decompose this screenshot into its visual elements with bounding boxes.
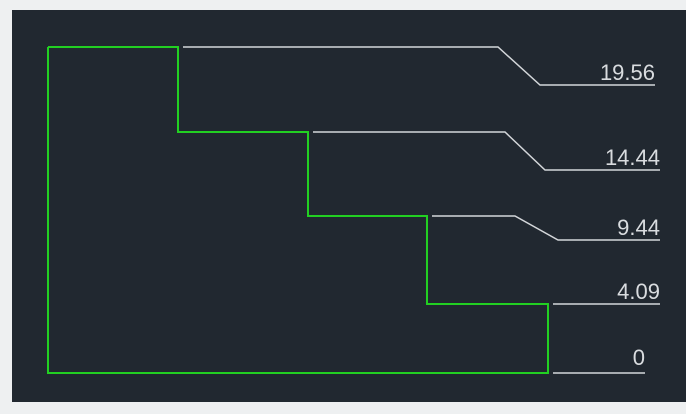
leader-line <box>432 215 660 241</box>
elevation-label: 19.56 <box>600 60 655 85</box>
drawing-area <box>12 10 686 402</box>
leader-lines <box>183 46 660 374</box>
leader-line <box>313 131 660 171</box>
stepped-profile <box>47 46 549 374</box>
elevation-label: 9.44 <box>617 215 660 240</box>
leader-line <box>183 46 655 86</box>
elevation-label: 0 <box>633 345 645 370</box>
elevation-label: 4.09 <box>617 279 660 304</box>
elevation-label: 14.44 <box>605 145 660 170</box>
